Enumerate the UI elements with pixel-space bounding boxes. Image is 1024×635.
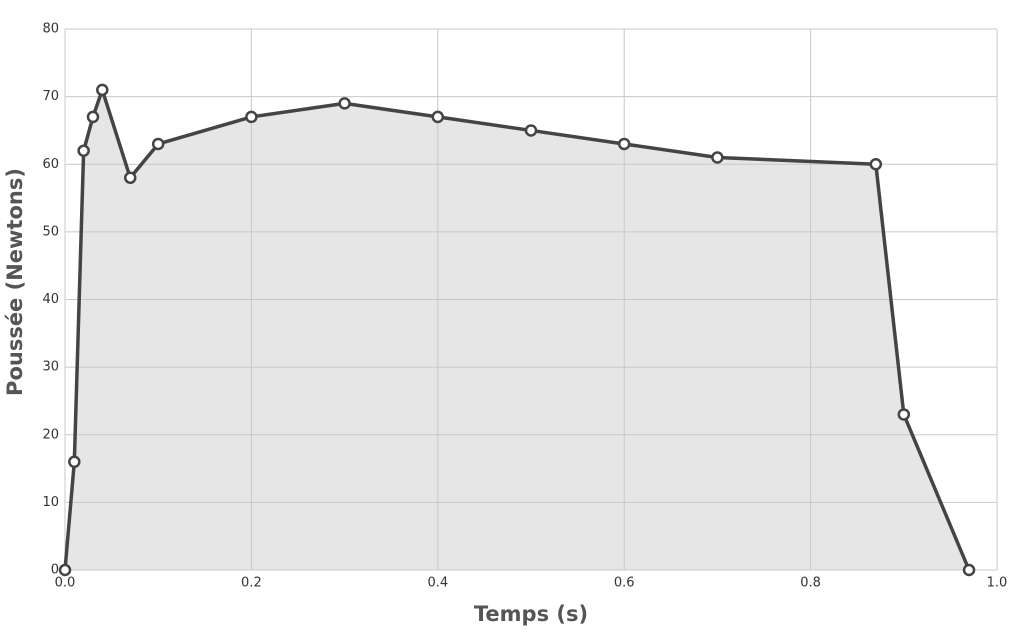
point — [96, 83, 109, 97]
x-tick-label: 0.4 — [427, 576, 448, 591]
point — [711, 151, 724, 164]
x-axis-title: Temps (s) — [474, 602, 588, 626]
y-tick-label: 10 — [42, 495, 59, 510]
y-tick-label: 80 — [42, 22, 59, 37]
y-tick-label: 50 — [42, 224, 59, 239]
point — [617, 137, 631, 151]
x-tick-label: 0.8 — [800, 576, 821, 591]
point — [58, 563, 72, 577]
x-tick-label: 0.2 — [241, 576, 262, 591]
point — [151, 137, 165, 151]
point — [77, 144, 90, 157]
y-axis-title: Poussée (Newtons) — [3, 168, 27, 396]
y-tick-label: 30 — [42, 360, 59, 375]
area — [65, 89, 970, 571]
line — [63, 88, 971, 571]
point — [431, 110, 445, 124]
y-tick-label: 40 — [42, 292, 59, 307]
point — [524, 124, 538, 137]
x-tick-label: 1.0 — [987, 576, 1008, 591]
point — [86, 110, 100, 124]
x-tick-label: 0.0 — [55, 576, 76, 591]
point — [68, 455, 81, 469]
y-tick-label: 20 — [42, 427, 59, 442]
point — [123, 171, 137, 185]
y-tick-label: 60 — [42, 157, 59, 172]
point — [962, 563, 976, 577]
point — [869, 158, 883, 171]
y-tick-label: 70 — [42, 89, 59, 104]
point — [338, 97, 351, 110]
y-tick-label: 0 — [51, 563, 59, 578]
point — [897, 408, 911, 421]
point — [245, 110, 258, 124]
x-tick-label: 0.6 — [614, 576, 635, 591]
